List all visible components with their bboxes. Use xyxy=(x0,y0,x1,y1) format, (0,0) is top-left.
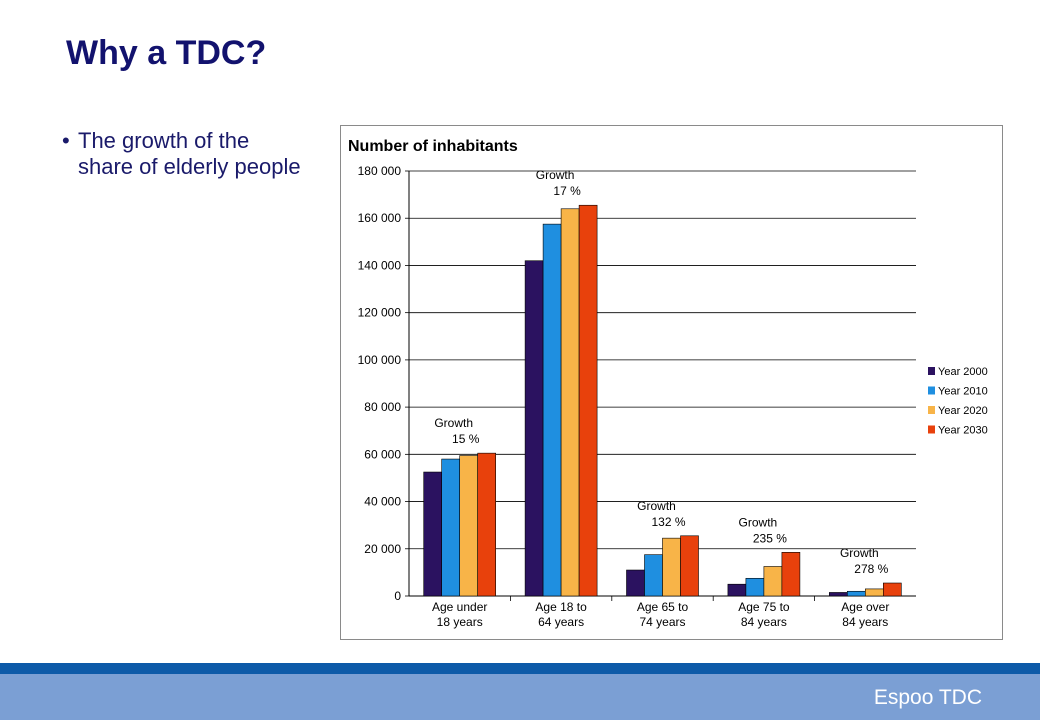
bar xyxy=(763,566,783,597)
y-tick-label: 180 000 xyxy=(358,164,402,178)
growth-annotation-label: Growth xyxy=(739,515,778,529)
bar xyxy=(477,452,496,597)
footer-bar xyxy=(0,674,1040,720)
growth-annotation-value: 132 % xyxy=(651,515,685,529)
legend-swatch xyxy=(928,406,935,414)
bullet-text: The growth of the share of elderly peopl… xyxy=(78,128,301,179)
bar xyxy=(626,569,645,597)
bar xyxy=(423,471,442,597)
x-tick-label: 84 years xyxy=(741,615,787,629)
x-tick-label: 64 years xyxy=(538,615,584,629)
x-tick-label: Age 65 to xyxy=(637,600,689,614)
growth-annotation-label: Growth xyxy=(536,168,575,182)
y-tick-label: 60 000 xyxy=(364,447,401,461)
y-tick-label: 100 000 xyxy=(358,353,402,367)
y-tick-label: 20 000 xyxy=(364,542,401,556)
chart-title: Number of inhabitants xyxy=(348,138,518,155)
legend-label: Year 2020 xyxy=(938,405,988,417)
growth-annotation-label: Growth xyxy=(434,416,473,430)
growth-annotation-label: Growth xyxy=(840,546,879,560)
growth-annotation-value: 235 % xyxy=(753,531,787,545)
bar xyxy=(524,260,544,597)
x-tick-label: Age 75 to xyxy=(738,600,790,614)
bar xyxy=(644,554,663,597)
x-tick-label: 18 years xyxy=(437,615,483,629)
bar xyxy=(560,208,580,597)
growth-annotation-value: 15 % xyxy=(452,432,480,446)
legend-label: Year 2030 xyxy=(938,425,988,437)
bar-chart: Number of inhabitants 0 20 000 40 000 60 00… xyxy=(348,138,988,629)
bar xyxy=(864,588,884,597)
bar xyxy=(727,583,747,597)
y-tick-label: 120 000 xyxy=(358,306,402,320)
growth-annotation-label: Growth xyxy=(637,499,676,513)
bar xyxy=(680,535,699,597)
legend-label: Year 2010 xyxy=(938,386,988,398)
y-tick-label: 40 000 xyxy=(364,495,401,509)
x-tick-label: Age under xyxy=(432,600,487,614)
bar xyxy=(578,204,598,597)
bar xyxy=(745,577,765,597)
y-tick-label: 140 000 xyxy=(358,258,402,272)
bar xyxy=(882,582,902,597)
bullet-item: • The growth of the share of elderly peo… xyxy=(62,128,302,180)
footer-text: Espoo TDC xyxy=(873,686,982,709)
y-tick-label: 0 xyxy=(394,589,401,603)
y-tick-label: 80 000 xyxy=(364,400,401,414)
x-tick-label: Age over xyxy=(841,600,889,614)
legend-swatch xyxy=(928,386,935,395)
x-tick-label: 84 years xyxy=(842,615,888,629)
bar xyxy=(542,223,562,597)
legend-swatch xyxy=(928,425,935,434)
bar xyxy=(662,537,681,597)
bar xyxy=(828,592,848,597)
bar xyxy=(781,552,801,597)
bar xyxy=(846,590,866,597)
slide-title: Why a TDC? xyxy=(66,34,267,72)
legend-label: Year 2000 xyxy=(938,366,988,378)
growth-annotation-value: 278 % xyxy=(854,562,888,576)
growth-annotation-value: 17 % xyxy=(553,184,581,198)
chart-container: Number of inhabitants 0 20 000 40 000 60 00… xyxy=(340,125,1003,640)
bullet-dot: • xyxy=(62,128,70,153)
footer-band xyxy=(0,663,1040,674)
bar xyxy=(459,455,478,597)
x-tick-label: 74 years xyxy=(639,615,685,629)
legend-swatch xyxy=(928,367,935,375)
x-tick-label: Age 18 to xyxy=(535,600,587,614)
y-tick-label: 160 000 xyxy=(358,211,402,225)
bar xyxy=(441,458,460,597)
